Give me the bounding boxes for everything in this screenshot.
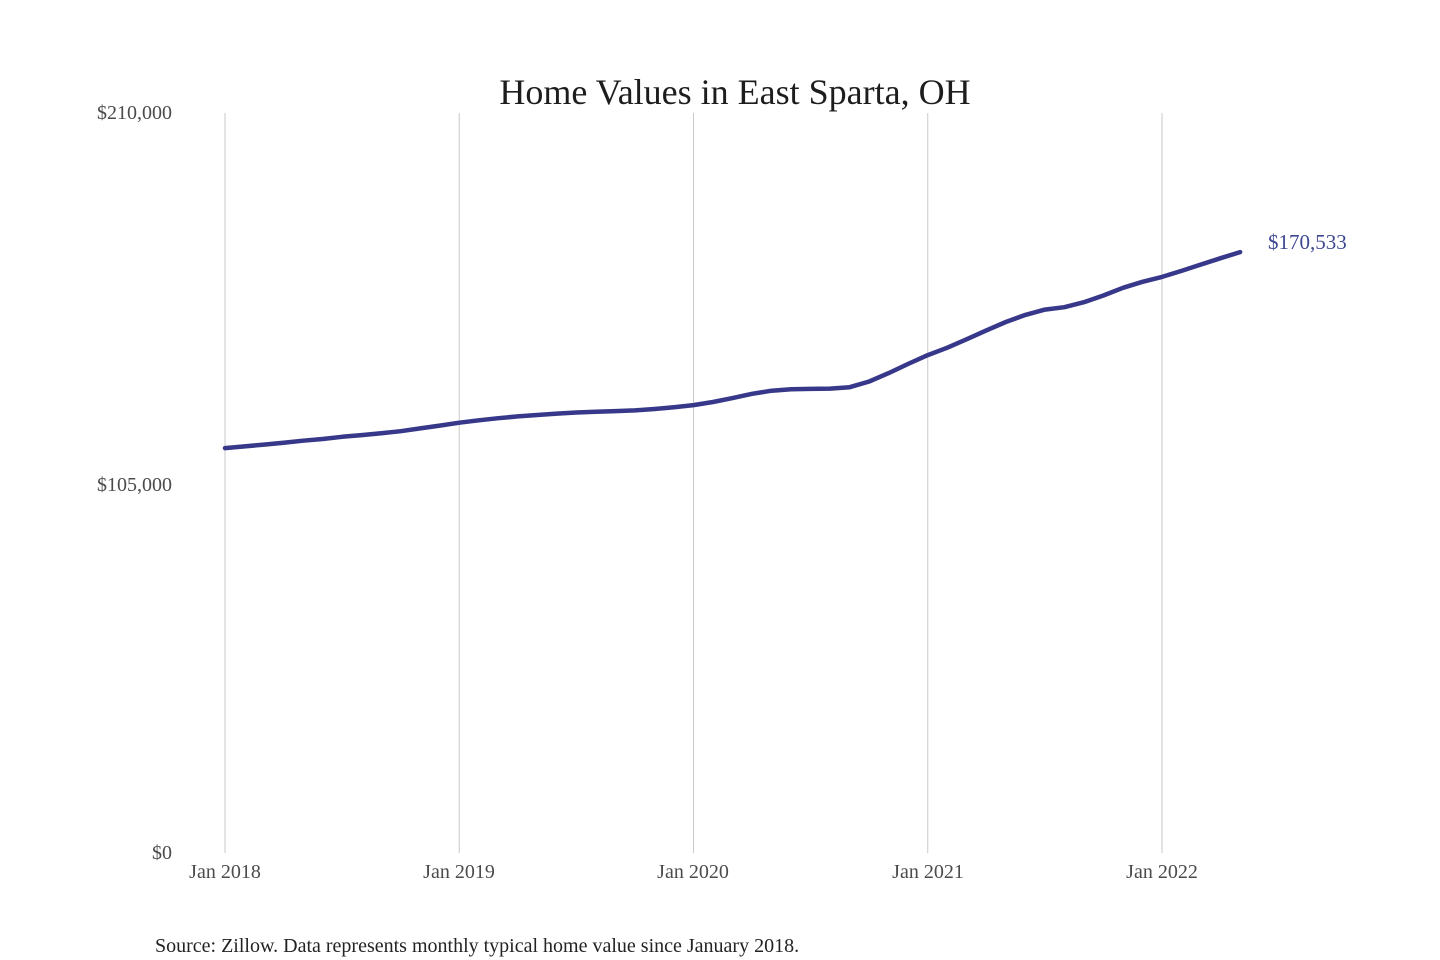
chart-title: Home Values in East Sparta, OH <box>499 72 971 113</box>
x-axis-tick-jan-2022: Jan 2022 <box>1126 861 1198 883</box>
last-value-label: $170,533 <box>1268 230 1347 254</box>
y-axis-tick-210000: $210,000 <box>97 102 172 124</box>
y-axis-tick-0: $0 <box>152 842 172 864</box>
x-axis-tick-jan-2021: Jan 2021 <box>892 861 964 883</box>
y-axis-tick-105000: $105,000 <box>97 474 172 496</box>
x-axis-tick-jan-2020: Jan 2020 <box>657 861 729 883</box>
x-axis-tick-jan-2018: Jan 2018 <box>189 861 261 883</box>
home-value-series-line <box>222 249 1243 451</box>
source-note: Source: Zillow. Data represents monthly … <box>155 935 800 957</box>
x-axis-tick-jan-2019: Jan 2019 <box>423 861 495 883</box>
